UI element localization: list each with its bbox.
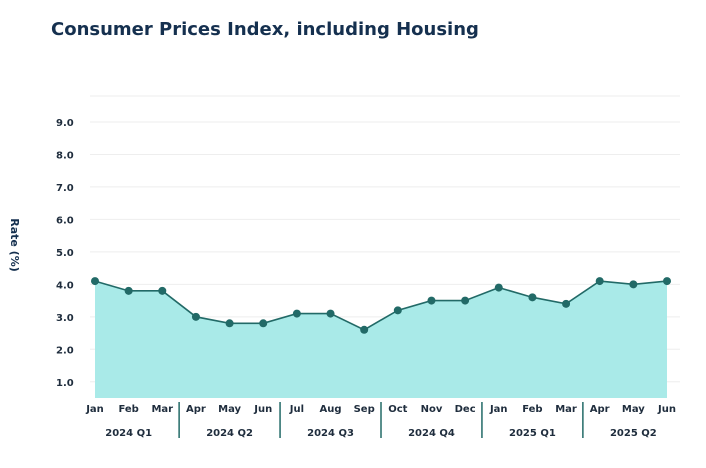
data-point bbox=[393, 306, 402, 315]
chart-title: Consumer Prices Index, including Housing bbox=[51, 19, 479, 40]
data-point bbox=[494, 283, 503, 292]
data-point bbox=[629, 280, 638, 289]
data-point bbox=[461, 296, 470, 305]
data-point bbox=[91, 277, 99, 286]
y-tick-label: 8.0 bbox=[56, 150, 74, 161]
x-tick-label: Jan bbox=[85, 404, 104, 415]
data-point bbox=[225, 319, 234, 328]
x-axis: Jan Feb Mar Apr May Jun Jul Aug Sep Oct Nov Dec Jan F… bbox=[85, 404, 676, 415]
quarter-label: 2024 Q4 bbox=[408, 428, 455, 439]
x-tick-label: Jun bbox=[253, 404, 272, 415]
data-point bbox=[326, 309, 335, 318]
x-tick-label: Feb bbox=[118, 404, 138, 415]
quarter-label: 2025 Q2 bbox=[610, 428, 657, 439]
data-point bbox=[427, 296, 436, 305]
quarter-label: 2024 Q1 bbox=[105, 428, 152, 439]
y-axis-label: Rate (%) bbox=[8, 218, 21, 272]
data-point bbox=[528, 293, 537, 302]
x-tick-label: Apr bbox=[590, 404, 610, 415]
data-point bbox=[158, 286, 167, 295]
data-point bbox=[292, 309, 301, 318]
y-tick-label: 9.0 bbox=[56, 118, 74, 129]
quarter-axis: 2024 Q1 2024 Q2 2024 Q3 2024 Q4 2025 Q1 2025 … bbox=[105, 402, 657, 439]
x-tick-label: Nov bbox=[421, 404, 443, 415]
quarter-label: 2024 Q2 bbox=[206, 428, 253, 439]
x-tick-label: Mar bbox=[151, 404, 173, 415]
data-point bbox=[191, 312, 200, 321]
data-point bbox=[360, 325, 369, 334]
x-tick-label: May bbox=[218, 404, 241, 415]
quarter-label: 2025 Q1 bbox=[509, 428, 556, 439]
data-point bbox=[595, 277, 604, 286]
x-tick-label: May bbox=[622, 404, 645, 415]
y-tick-label: 6.0 bbox=[56, 215, 74, 226]
x-tick-label: Aug bbox=[320, 404, 342, 415]
quarter-label: 2024 Q3 bbox=[307, 428, 354, 439]
x-tick-label: Mar bbox=[555, 404, 577, 415]
x-tick-label: Jan bbox=[489, 404, 508, 415]
data-point bbox=[562, 299, 571, 308]
data-point bbox=[663, 277, 671, 286]
data-point bbox=[259, 319, 268, 328]
x-tick-label: Sep bbox=[354, 404, 375, 415]
series-markers bbox=[91, 277, 671, 334]
x-tick-label: Dec bbox=[455, 404, 476, 415]
data-point bbox=[124, 286, 133, 295]
y-tick-label: 3.0 bbox=[56, 313, 74, 324]
series-line bbox=[94, 280, 668, 331]
y-tick-label: 5.0 bbox=[56, 248, 74, 259]
y-axis: 1.0 2.0 3.0 4.0 5.0 6.0 7.0 8.0 9.0 bbox=[56, 118, 74, 389]
y-tick-label: 7.0 bbox=[56, 183, 74, 194]
x-tick-label: Jul bbox=[289, 404, 304, 415]
series-area-fill bbox=[95, 281, 667, 398]
y-tick-label: 4.0 bbox=[56, 280, 74, 291]
x-tick-label: Apr bbox=[186, 404, 206, 415]
x-tick-label: Oct bbox=[388, 404, 407, 415]
x-tick-label: Feb bbox=[522, 404, 542, 415]
x-tick-label: Jun bbox=[657, 404, 676, 415]
y-tick-label: 1.0 bbox=[56, 378, 74, 389]
y-tick-label: 2.0 bbox=[56, 345, 74, 356]
